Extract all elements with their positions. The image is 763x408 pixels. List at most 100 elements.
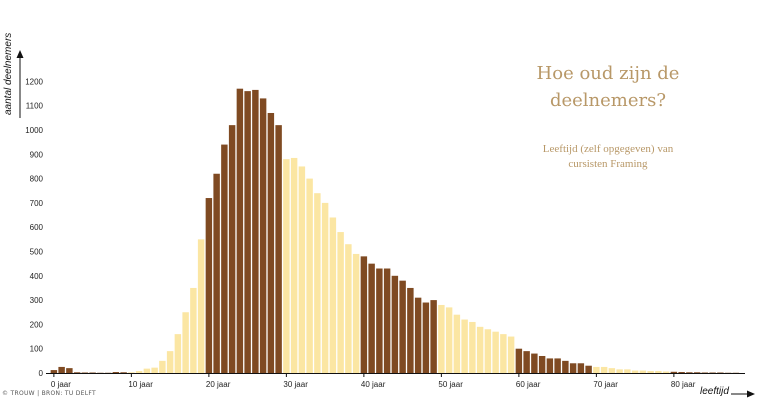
bar-age-79 bbox=[662, 371, 670, 373]
bar-age-58 bbox=[500, 334, 507, 373]
bar-age-51 bbox=[445, 307, 453, 373]
bar-age-37 bbox=[337, 232, 344, 373]
bar-age-24 bbox=[236, 88, 244, 373]
bar-age-43 bbox=[383, 268, 391, 373]
bar-age-50 bbox=[438, 304, 445, 373]
y-tick-label-1200: 1200 bbox=[25, 77, 43, 86]
bar-age-10 bbox=[128, 372, 135, 373]
bar-age-69 bbox=[585, 365, 592, 373]
bar-age-49 bbox=[430, 300, 437, 373]
y-tick-label-0: 0 bbox=[39, 369, 44, 378]
bar-age-31 bbox=[290, 157, 298, 373]
bar-age-22 bbox=[221, 144, 228, 373]
x-tick-label-20: 20 jaar bbox=[206, 380, 231, 389]
bar-age-29 bbox=[275, 125, 282, 373]
y-tick-label-700: 700 bbox=[30, 199, 44, 208]
chart-title-line-2: deelnemers? bbox=[549, 90, 667, 111]
y-tick-label-900: 900 bbox=[30, 150, 44, 159]
y-tick-label-600: 600 bbox=[30, 223, 44, 232]
y-tick-label-1100: 1100 bbox=[26, 102, 44, 111]
bar-age-18 bbox=[190, 287, 197, 373]
bar-age-23 bbox=[228, 125, 236, 373]
x-tick-label-60: 60 jaar bbox=[516, 380, 541, 389]
bar-age-32 bbox=[298, 166, 306, 373]
bar-age-41 bbox=[368, 263, 375, 373]
bar-age-40 bbox=[360, 256, 368, 373]
bar-age-83 bbox=[693, 372, 701, 373]
x-axis-label: leeftijd bbox=[700, 386, 729, 397]
bar-age-42 bbox=[376, 268, 383, 373]
bar-age-67 bbox=[569, 363, 577, 373]
bar-age-78 bbox=[655, 371, 662, 373]
bar-age-3 bbox=[73, 372, 81, 373]
x-tick-label-70: 70 jaar bbox=[593, 380, 618, 389]
y-tick-label-800: 800 bbox=[30, 175, 44, 184]
bar-age-76 bbox=[639, 370, 647, 373]
x-tick-label-10: 10 jaar bbox=[128, 380, 153, 389]
bar-age-47 bbox=[414, 297, 422, 373]
bar-age-33 bbox=[306, 178, 313, 373]
bar-age-81 bbox=[678, 372, 685, 373]
y-tick-label-1000: 1000 bbox=[25, 126, 43, 135]
bar-age-54 bbox=[469, 321, 476, 373]
y-tick-label-500: 500 bbox=[30, 248, 44, 257]
bar-age-20 bbox=[205, 198, 213, 373]
bar-age-74 bbox=[624, 369, 631, 373]
bar-age-48 bbox=[422, 302, 430, 373]
bar-age-0 bbox=[50, 370, 58, 373]
bar-age-73 bbox=[616, 369, 623, 373]
bar-age-8 bbox=[112, 372, 120, 373]
bar-age-39 bbox=[352, 253, 360, 373]
bar-age-11 bbox=[135, 371, 143, 373]
y-tick-label-300: 300 bbox=[30, 296, 44, 305]
bar-age-34 bbox=[314, 193, 321, 373]
bar-age-25 bbox=[244, 91, 251, 374]
bar-age-63 bbox=[538, 355, 546, 373]
bar-age-65 bbox=[554, 358, 561, 373]
bar-age-75 bbox=[631, 370, 639, 373]
y-axis-label: aantal deelnemers bbox=[3, 33, 14, 115]
bar-age-12 bbox=[143, 368, 151, 373]
bar-age-46 bbox=[407, 287, 414, 373]
chart-title-line-1: Hoe oud zijn de bbox=[536, 63, 680, 84]
bar-age-15 bbox=[166, 351, 174, 373]
bar-age-82 bbox=[686, 372, 693, 373]
bar-age-38 bbox=[345, 244, 352, 373]
bar-age-53 bbox=[461, 319, 468, 373]
bar-age-17 bbox=[182, 312, 189, 373]
x-tick-label-40: 40 jaar bbox=[361, 380, 386, 389]
bar-age-14 bbox=[159, 360, 166, 373]
bar-age-2 bbox=[66, 368, 73, 373]
bar-age-13 bbox=[151, 367, 158, 373]
bar-age-9 bbox=[120, 372, 127, 373]
bar-age-16 bbox=[174, 334, 182, 373]
bar-age-30 bbox=[283, 159, 290, 373]
bar-age-57 bbox=[492, 331, 499, 373]
bar-age-26 bbox=[252, 89, 259, 373]
bar-age-1 bbox=[58, 366, 65, 373]
bar-age-56 bbox=[484, 329, 492, 373]
x-axis-label-text: leeftijd bbox=[700, 386, 729, 397]
bar-age-35 bbox=[321, 202, 329, 373]
x-axis-arrow-head bbox=[747, 390, 755, 398]
bar-age-62 bbox=[531, 353, 538, 373]
bar-age-45 bbox=[399, 280, 406, 373]
chart-subtitle-line-2: cursisten Framing bbox=[568, 158, 648, 170]
bar-age-66 bbox=[562, 360, 569, 373]
bar-age-44 bbox=[391, 275, 399, 373]
y-tick-label-400: 400 bbox=[30, 272, 44, 281]
y-tick-label-100: 100 bbox=[30, 345, 44, 354]
bar-age-68 bbox=[577, 363, 585, 373]
bar-age-19 bbox=[197, 239, 205, 373]
y-tick-label-200: 200 bbox=[30, 320, 44, 329]
chart-subtitle: Leeftijd (zelf opgegeven) van cursisten … bbox=[508, 142, 708, 172]
source-credit: © TROUW | BRON: TU DELFT bbox=[2, 390, 96, 397]
bar-age-80 bbox=[670, 371, 678, 373]
bar-age-71 bbox=[600, 366, 608, 373]
bar-age-55 bbox=[476, 326, 484, 373]
x-tick-label-80: 80 jaar bbox=[671, 380, 696, 389]
bar-age-72 bbox=[608, 368, 616, 373]
x-tick-label-0: 0 jaar bbox=[51, 380, 71, 389]
